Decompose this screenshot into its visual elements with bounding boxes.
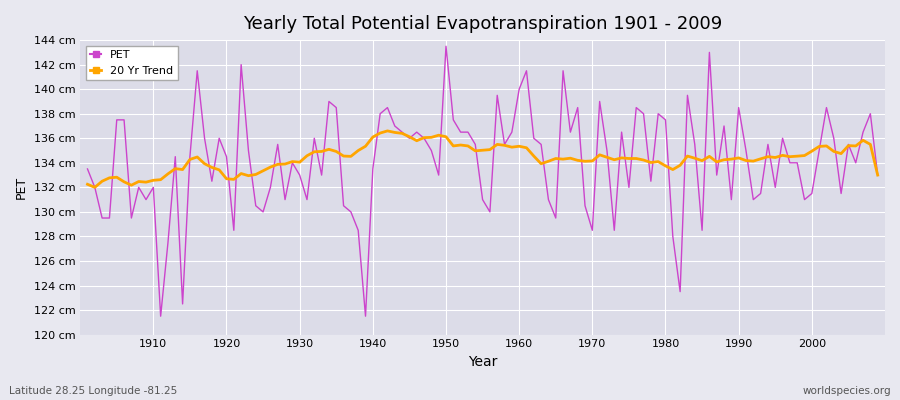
PET [309,136,320,141]
Line: PET: PET [87,46,878,316]
PET [616,130,627,134]
20 Yr Trend [382,128,393,133]
20 Yr Trend [528,154,539,158]
PET [155,314,166,318]
Text: worldspecies.org: worldspecies.org [803,386,891,396]
PET [528,136,539,141]
Legend: PET, 20 Yr Trend: PET, 20 Yr Trend [86,46,177,80]
20 Yr Trend [353,148,364,153]
20 Yr Trend [616,156,627,160]
PET [441,44,452,49]
20 Yr Trend [309,149,320,154]
Text: Latitude 28.25 Longitude -81.25: Latitude 28.25 Longitude -81.25 [9,386,177,396]
PET [140,197,151,202]
Line: 20 Yr Trend: 20 Yr Trend [87,131,878,187]
20 Yr Trend [148,178,158,183]
Title: Yearly Total Potential Evapotranspiration 1901 - 2009: Yearly Total Potential Evapotranspiratio… [243,15,722,33]
PET [82,166,93,171]
20 Yr Trend [521,145,532,150]
X-axis label: Year: Year [468,355,498,369]
PET [872,173,883,178]
Y-axis label: PET: PET [15,176,28,199]
20 Yr Trend [82,182,93,187]
20 Yr Trend [89,185,100,190]
20 Yr Trend [872,173,883,178]
PET [521,68,532,73]
PET [353,228,364,233]
